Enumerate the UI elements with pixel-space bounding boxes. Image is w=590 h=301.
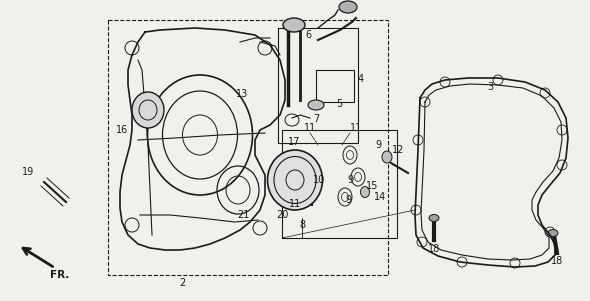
Ellipse shape [283, 18, 305, 32]
Text: 18: 18 [551, 256, 563, 266]
Text: 4: 4 [358, 74, 364, 84]
Text: 13: 13 [236, 89, 248, 99]
Text: 11: 11 [350, 123, 362, 133]
Text: 9: 9 [375, 140, 381, 150]
Ellipse shape [382, 151, 392, 163]
Text: FR.: FR. [50, 270, 70, 280]
Text: 7: 7 [313, 114, 319, 124]
Bar [278, 28, 358, 143]
Bar [108, 20, 388, 275]
Text: 3: 3 [487, 82, 493, 92]
Ellipse shape [548, 229, 558, 237]
Ellipse shape [267, 150, 323, 210]
Text: 19: 19 [22, 167, 34, 177]
Text: 2: 2 [179, 278, 185, 288]
Ellipse shape [429, 215, 439, 222]
Ellipse shape [339, 1, 357, 13]
Text: 10: 10 [313, 175, 325, 185]
Text: 11: 11 [304, 123, 316, 133]
Text: 21: 21 [237, 210, 249, 220]
Text: 15: 15 [366, 181, 378, 191]
Text: 9: 9 [347, 175, 353, 185]
Text: 9: 9 [345, 195, 351, 205]
Ellipse shape [308, 100, 324, 110]
Text: 16: 16 [116, 125, 128, 135]
Text: 6: 6 [306, 30, 312, 40]
Bar [282, 130, 397, 238]
Text: 18: 18 [428, 244, 440, 254]
Ellipse shape [360, 187, 369, 197]
Text: 17: 17 [288, 137, 300, 147]
Text: 11: 11 [289, 199, 301, 209]
Text: 5: 5 [336, 99, 342, 109]
Text: 8: 8 [299, 220, 305, 230]
Text: 14: 14 [374, 192, 386, 202]
Ellipse shape [132, 92, 164, 128]
Text: 20: 20 [276, 210, 288, 220]
Text: 12: 12 [392, 145, 404, 155]
Bar [316, 70, 354, 102]
